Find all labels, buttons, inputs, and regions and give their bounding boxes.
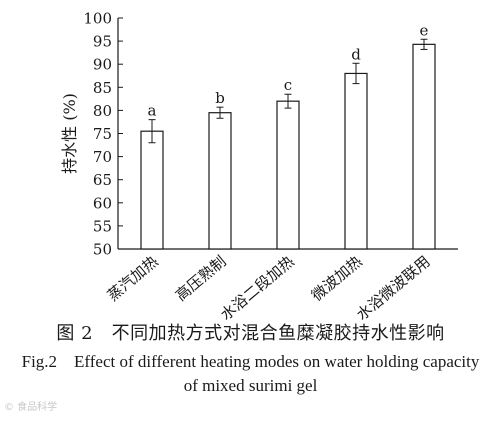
x-category-label: 水浴二段加热 xyxy=(217,252,298,320)
x-category-label: 水浴微波联用 xyxy=(353,252,434,320)
y-axis-title: 持水性 (%) xyxy=(60,93,79,174)
y-tick-label: 75 xyxy=(93,125,112,143)
x-category-label: 微波加热 xyxy=(308,252,366,304)
x-category-label: 高压熟制 xyxy=(172,252,230,304)
bar-chart: 50 55 60 65 70 75 80 85 90 95 100 持水性 (%) a 蒸汽加热 b 高压熟制… xyxy=(60,10,458,324)
significance-label: c xyxy=(284,76,292,94)
y-tick-label: 100 xyxy=(83,10,112,28)
figure-caption-chinese: 图 2 不同加热方式对混合鱼糜凝胶持水性影响 xyxy=(56,323,445,344)
significance-label: e xyxy=(420,21,429,39)
y-tick-label: 50 xyxy=(93,241,112,259)
y-tick-label: 80 xyxy=(93,102,112,120)
y-tick-label: 55 xyxy=(93,217,112,235)
y-tick-label: 85 xyxy=(93,79,112,97)
chart-canvas: 50 55 60 65 70 75 80 85 90 95 100 持水性 (%) a 蒸汽加热 b 高压熟制… xyxy=(60,10,458,324)
x-category-label: 蒸汽加热 xyxy=(104,252,162,304)
significance-label: d xyxy=(351,45,361,63)
bar xyxy=(140,130,164,250)
figure-caption-english: Fig.2 Effect of different heating modes … xyxy=(21,352,480,395)
significance-label: b xyxy=(215,89,225,107)
y-tick-label: 65 xyxy=(93,171,112,189)
y-tick-label: 70 xyxy=(93,148,112,166)
y-tick-label: 90 xyxy=(93,56,112,74)
significance-label: a xyxy=(148,102,157,120)
y-tick-label: 95 xyxy=(93,33,112,51)
bar xyxy=(412,43,436,250)
y-tick-label: 60 xyxy=(93,194,112,212)
bar xyxy=(276,100,300,250)
bar xyxy=(208,112,232,250)
publisher-watermark: © 食品科学 xyxy=(4,402,58,413)
bar xyxy=(344,72,368,250)
